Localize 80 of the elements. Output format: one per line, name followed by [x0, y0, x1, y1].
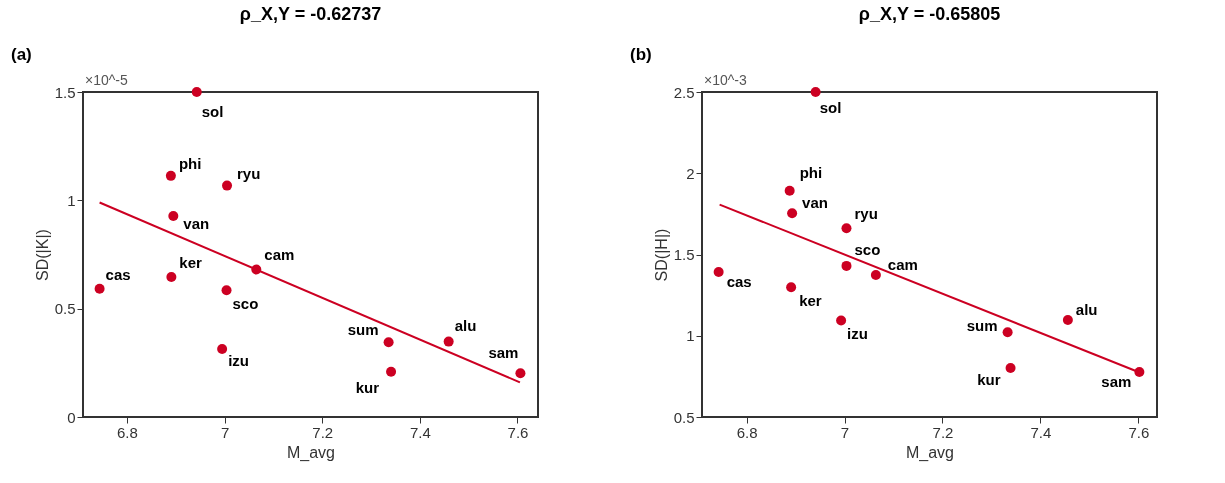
point	[165, 170, 176, 181]
text: (a)	[11, 45, 32, 64]
annotation: van	[802, 194, 828, 212]
point	[166, 272, 177, 283]
y-tick-label: 1	[686, 327, 695, 345]
y-tick-label: 1	[67, 191, 76, 209]
chart-title: ρ_X,Y = -0.62737	[239, 4, 382, 24]
text: ×10^-3	[704, 72, 747, 88]
annotation: sam	[488, 344, 519, 362]
annotation: phi	[799, 163, 823, 181]
point	[94, 283, 105, 294]
annotation: izu	[228, 351, 249, 369]
x-axis-title: M_avg	[905, 443, 955, 462]
y-tick-label: 0.5	[54, 300, 76, 318]
point	[1062, 315, 1073, 325]
annotation: kur	[355, 378, 380, 396]
annotation: sco	[232, 295, 259, 313]
x-tick-label: 6.8	[736, 423, 758, 441]
annotation: kur	[977, 370, 1001, 388]
point	[713, 267, 724, 278]
y-tick-label: 2.5	[673, 83, 695, 101]
annotation: sum	[347, 321, 379, 339]
chart-title: ρ_X,Y = -0.65805	[858, 4, 1001, 24]
point	[221, 285, 232, 296]
annotation: cam	[887, 255, 918, 273]
annotation: ker	[179, 254, 203, 272]
x-tick-label: 7.2	[932, 423, 954, 441]
x-tick-label: 6.8	[117, 423, 138, 441]
annotation: sam	[1101, 372, 1132, 390]
annotation: sol	[201, 103, 224, 120]
y-tick-label: 1.5	[673, 246, 695, 263]
point	[786, 282, 797, 293]
point	[784, 185, 795, 196]
annotation: van	[183, 214, 210, 232]
annotation: cas	[105, 265, 131, 283]
point	[386, 366, 397, 377]
point	[810, 87, 821, 97]
x-tick-label: 7.2	[312, 423, 334, 441]
point	[515, 368, 526, 379]
annotation: cam	[264, 246, 295, 264]
point	[1005, 362, 1016, 373]
annotation: alu	[454, 316, 477, 334]
annotation: sco	[854, 240, 881, 258]
x-tick-label: 7	[840, 423, 850, 441]
y-tick-label: 1.5	[54, 83, 76, 101]
y-tick-label: 2	[686, 164, 695, 182]
y-tick-label: 0	[67, 408, 76, 426]
point	[168, 210, 179, 221]
annotation: sum	[966, 317, 998, 335]
annotation: ryu	[237, 164, 261, 182]
text: ×10^-5	[85, 72, 128, 88]
point	[443, 336, 454, 347]
annotation: ker	[799, 292, 822, 310]
annotation: ryu	[854, 205, 878, 223]
x-tick-label: 7.6	[1128, 423, 1150, 441]
y-axis-title: SD(|H|)	[652, 228, 670, 282]
point	[870, 269, 881, 280]
text: (b)	[630, 45, 652, 64]
point	[191, 87, 202, 97]
point	[383, 337, 394, 348]
annotation: izu	[847, 325, 868, 343]
x-tick-label: 7	[220, 423, 230, 441]
point	[1134, 367, 1145, 377]
x-tick-label: 7.4	[409, 423, 431, 441]
annotation: sol	[819, 99, 842, 116]
point	[841, 223, 852, 234]
x-axis-title: M_avg	[286, 443, 336, 462]
x-tick-label: 7.6	[507, 423, 529, 441]
annotation: phi	[178, 154, 202, 172]
point	[217, 343, 228, 354]
annotation: cas	[726, 273, 752, 291]
point	[836, 315, 847, 326]
point	[1002, 327, 1013, 338]
annotation: alu	[1075, 300, 1098, 318]
y-axis-title: SD(|K|)	[33, 229, 51, 281]
point	[787, 208, 798, 219]
y-tick-label: 0.5	[673, 408, 695, 426]
x-tick-label: 7.4	[1030, 423, 1052, 441]
point	[222, 180, 233, 191]
point	[841, 260, 852, 271]
